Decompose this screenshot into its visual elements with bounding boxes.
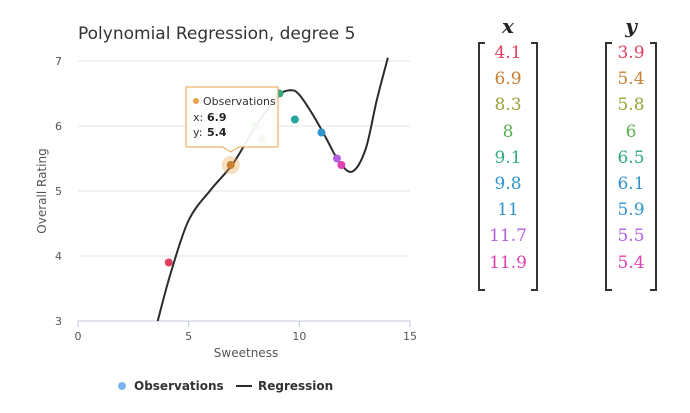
chart: Polynomial Regression, degree 5 3 4 5 6 7 0 5 10… xyxy=(35,24,417,393)
x-value-cell: 6.9 xyxy=(494,69,522,90)
y-value-cell: 5.4 xyxy=(617,69,645,90)
y-matrix-right-bracket xyxy=(650,42,657,291)
chart-panel: Polynomial Regression, degree 5 3 4 5 6 7 0 5 10… xyxy=(35,24,417,393)
y-value-cell: 6 xyxy=(625,121,637,142)
y-tick-label: 3 xyxy=(55,315,62,328)
tooltip-x-label: x: xyxy=(193,111,203,124)
tooltip-x-value: 6.9 xyxy=(207,111,227,124)
x-tick-label: 10 xyxy=(292,330,306,343)
x-value-cell: 8 xyxy=(502,121,514,142)
y-tick-label: 7 xyxy=(55,55,62,68)
y-matrix-cells: 3.9 5.4 5.8 6 6.5 6.1 5.9 5.5 5.4 xyxy=(605,40,657,276)
y-tick-label: 4 xyxy=(55,250,62,263)
x-value-cell: 9.1 xyxy=(494,147,522,168)
y-value-cell: 5.9 xyxy=(617,200,645,221)
x-matrix-header: x xyxy=(502,14,514,38)
legend-regression-label: Regression xyxy=(258,379,333,393)
x-value-cell: 9.8 xyxy=(494,173,522,194)
observation-point xyxy=(164,258,173,267)
x-matrix: x 4.1 6.9 8.3 8 9.1 9.8 11 11.7 11.9 xyxy=(478,14,538,294)
y-matrix-header: y xyxy=(625,14,637,38)
observation-point xyxy=(332,154,341,163)
x-value-cell: 8.3 xyxy=(494,95,522,116)
x-axis-label: Sweetness xyxy=(214,346,278,360)
regression-line xyxy=(156,57,389,322)
y-matrix-left-bracket xyxy=(605,42,612,291)
observation-point xyxy=(290,115,299,124)
x-value-cell: 11 xyxy=(497,200,519,221)
x-matrix-right-bracket xyxy=(531,42,538,291)
legend-observations-label: Observations xyxy=(134,379,224,393)
x-value-cell: 4.1 xyxy=(494,43,522,63)
y-value-cell: 6.1 xyxy=(617,173,645,194)
tooltip-series-marker xyxy=(193,98,199,104)
y-tick-label: 6 xyxy=(55,120,62,133)
y-value-cell: 6.5 xyxy=(617,147,645,168)
y-value-cell: 5.8 xyxy=(617,95,645,116)
tooltip-y-label: y: xyxy=(193,126,202,139)
x-value-cell: 11.7 xyxy=(489,226,527,247)
tooltip-box xyxy=(185,86,279,153)
y-tick-label: 5 xyxy=(55,185,62,198)
x-matrix-left-bracket xyxy=(478,42,485,291)
y-value-cell: 5.4 xyxy=(617,252,645,273)
x-tick-label: 0 xyxy=(75,330,82,343)
tooltip-series-name: Observations xyxy=(203,95,276,108)
y-matrix: y 3.9 5.4 5.8 6 6.5 6.1 5.9 5.5 5.4 xyxy=(605,14,657,294)
x-tick-label: 15 xyxy=(403,330,417,343)
x-value-cell: 11.9 xyxy=(489,252,527,273)
chart-title: Polynomial Regression, degree 5 xyxy=(78,24,355,44)
x-matrix-cells: 4.1 6.9 8.3 8 9.1 9.8 11 11.7 11.9 xyxy=(478,40,538,276)
y-value-cell: 3.9 xyxy=(617,43,645,63)
y-value-cell: 5.5 xyxy=(617,226,645,247)
x-tick-label: 5 xyxy=(185,330,192,343)
legend-observations-marker xyxy=(118,382,126,390)
y-axis-label: Overall Rating xyxy=(35,148,49,233)
observation-point xyxy=(226,161,235,169)
observation-point xyxy=(317,128,326,137)
observation-point xyxy=(337,161,346,169)
tooltip-y-value: 5.4 xyxy=(207,126,227,139)
